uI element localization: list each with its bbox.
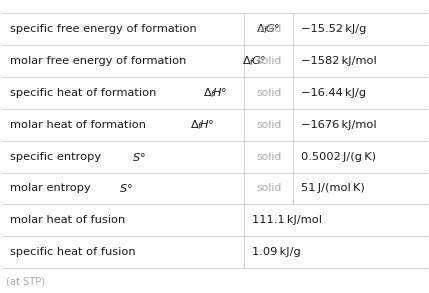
Text: $\Delta_f\!H°$: $\Delta_f\!H°$ [190,118,214,132]
Text: molar free energy of formation: molar free energy of formation [10,56,190,66]
Text: $\Delta_f\!G°$: $\Delta_f\!G°$ [256,22,280,36]
Text: $\Delta_f\!H°$: $\Delta_f\!H°$ [203,86,228,100]
Text: $\Delta_f\!G°$: $\Delta_f\!G°$ [242,54,267,68]
Text: molar heat of formation: molar heat of formation [10,120,149,130]
Text: −15.52 kJ/g: −15.52 kJ/g [301,24,366,34]
Text: 51 J/(mol K): 51 J/(mol K) [301,183,365,193]
Text: −16.44 kJ/g: −16.44 kJ/g [301,88,366,98]
Text: solid: solid [256,56,281,66]
Text: molar heat of fusion: molar heat of fusion [10,215,125,225]
Text: solid: solid [256,151,281,161]
Text: specific heat of formation: specific heat of formation [10,88,160,98]
Text: 1.09 kJ/g: 1.09 kJ/g [252,247,301,257]
Text: solid: solid [256,24,281,34]
Text: specific entropy: specific entropy [10,151,105,161]
Text: solid: solid [256,183,281,193]
Text: solid: solid [256,120,281,130]
Text: molar entropy: molar entropy [10,183,94,193]
Text: specific heat of fusion: specific heat of fusion [10,247,136,257]
Text: 111.1 kJ/mol: 111.1 kJ/mol [252,215,322,225]
Text: (at STP): (at STP) [6,277,45,287]
Text: −1676 kJ/mol: −1676 kJ/mol [301,120,376,130]
Text: $S°$: $S°$ [132,151,146,163]
Text: 0.5002 J/(g K): 0.5002 J/(g K) [301,151,376,161]
Text: $S°$: $S°$ [119,183,133,195]
Text: −1582 kJ/mol: −1582 kJ/mol [301,56,377,66]
Text: specific free energy of formation: specific free energy of formation [10,24,200,34]
Text: solid: solid [256,88,281,98]
